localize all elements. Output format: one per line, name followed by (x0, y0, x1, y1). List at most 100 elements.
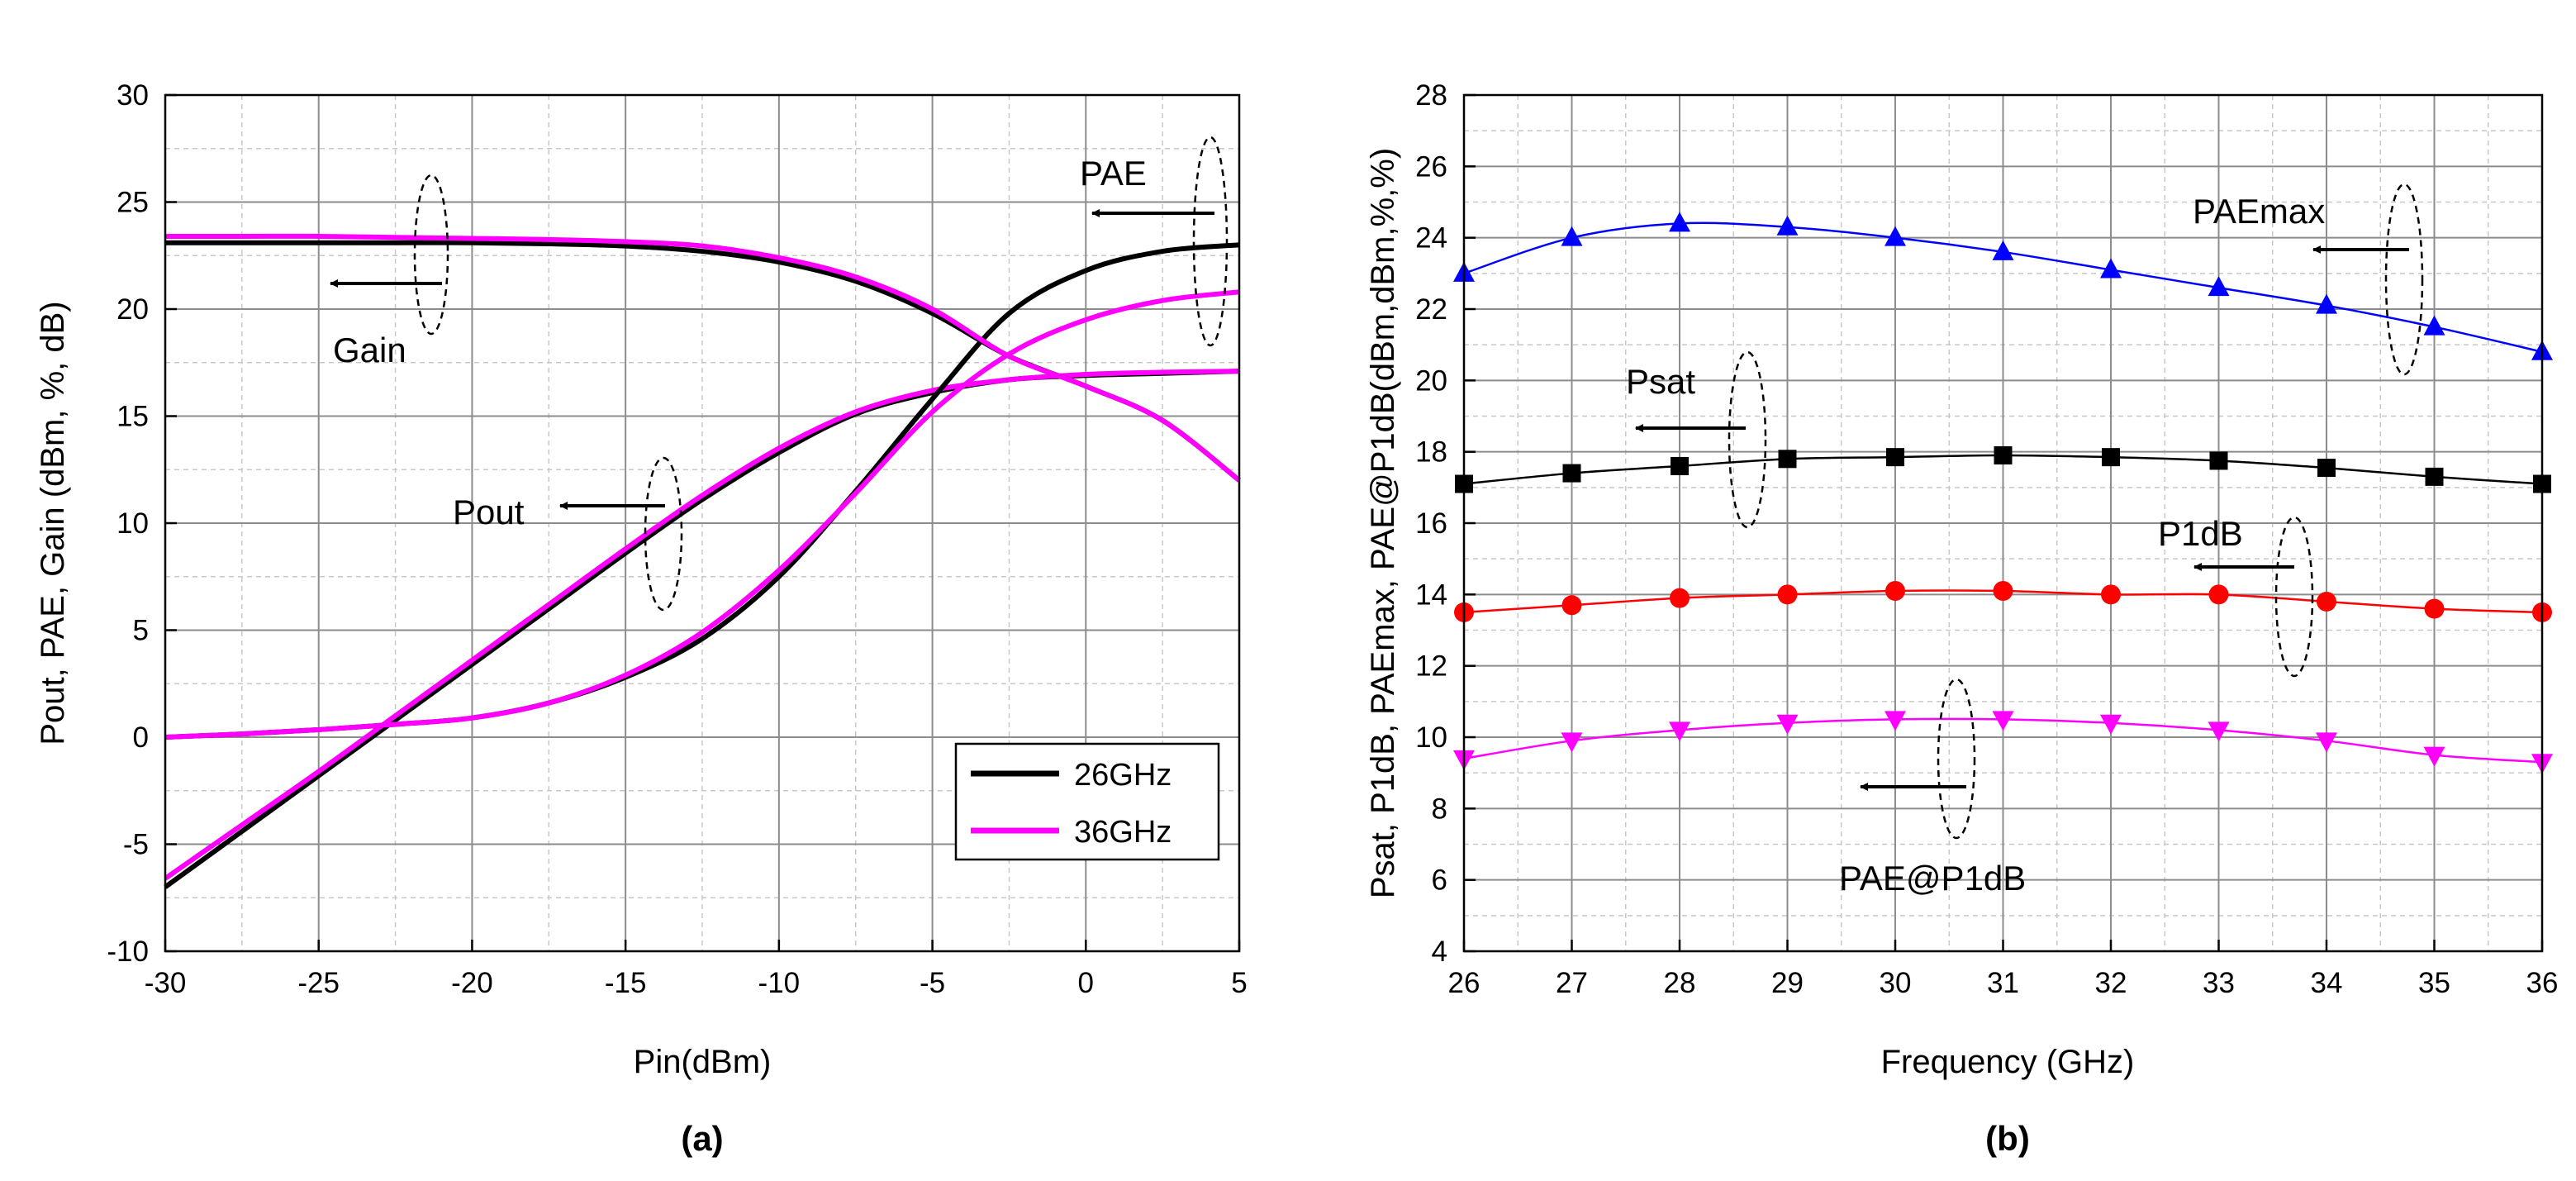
chart-a-y-tick-label: 10 (116, 507, 149, 540)
annotation-pout-ellipse (644, 456, 683, 612)
chart-b-border (1462, 93, 2544, 953)
chart-b-y-tick-label: 24 (1415, 222, 1447, 255)
chart-b-caption: (b) (1985, 1119, 2030, 1158)
chart-a-y-tick-label: -5 (123, 829, 149, 861)
legend-36ghz-label: 36GHz (1074, 815, 1172, 850)
series-pae-p1db-point (1561, 732, 1583, 753)
series-psat-point (2425, 467, 2444, 486)
series-paemax-point (2316, 293, 2337, 314)
chart-b-ylabel: Psat, P1dB, PAEmax, PAE@P1dB(dBm,dBm,%,%… (1365, 148, 1401, 898)
chart-a-x-tick-label: -5 (920, 967, 945, 999)
annotation-pae: PAE (1080, 136, 1229, 347)
chart-b-ticks: 26 27 28 29 30 31 32 33 34 35 36 4 6 8 10 12 14 16 18 20 22 2… (1415, 79, 2558, 999)
series-pout-36ghz-line (164, 369, 1240, 881)
series-p1db-point (1993, 581, 2013, 602)
chart-b-x-tick-label: 32 (2095, 967, 2127, 999)
annotation-psat-ellipse (1728, 350, 1767, 529)
annotation-pae-ellipse (1192, 136, 1229, 347)
annotation-paemax-ellipse (2384, 183, 2424, 376)
series-p1db-point (1561, 595, 1582, 616)
annotation-psat-label: Psat (1626, 362, 1695, 401)
series-pae-p1db-point (1776, 714, 1799, 735)
annotation-psat: Psat (1626, 350, 1767, 529)
chart-a-y-tick-label: 20 (116, 293, 149, 326)
series-p1db-point (2101, 584, 2121, 605)
series-pae-p1db-point (1884, 711, 1906, 731)
chart-b-x-tick-label: 28 (1664, 967, 1696, 999)
chart-b-y-tick-label: 6 (1432, 864, 1447, 897)
series-pae-p1db-point (2423, 746, 2445, 767)
series-p1db-point (1885, 581, 1905, 602)
series-psat-point (2209, 451, 2228, 470)
chart-a-ticks: -30 -25 -20 -15 -10 -5 0 5 -10 -5 0 5 10 15 20 25 30 (107, 79, 1247, 999)
series-psat-point (1671, 456, 1689, 475)
chart-b-x-tick-label: 35 (2418, 967, 2450, 999)
series-pae-p1db-point (2100, 714, 2122, 735)
annotation-p1db-ellipse (2274, 516, 2314, 678)
series-psat-point (1994, 445, 2013, 464)
chart-b-y-tick-label: 18 (1415, 436, 1447, 469)
chart-a-xlabel: Pin(dBm) (634, 1044, 772, 1080)
series-p1db-point (2208, 584, 2229, 605)
series-paemax-point (1561, 226, 1583, 246)
chart-a-y-tick-label: 25 (116, 187, 149, 219)
series-p1db-point (2424, 598, 2445, 619)
series-psat-point (1562, 464, 1581, 483)
chart-a-x-tick-label: -30 (145, 967, 187, 999)
chart-b-x-tick-label: 27 (1556, 967, 1588, 999)
series-paemax-point (1884, 226, 1906, 246)
series-paemax-point (2100, 258, 2122, 279)
chart-a-x-tick-label: 5 (1231, 967, 1247, 999)
annotation-pae-p1db-label: PAE@P1dB (1839, 859, 2026, 898)
chart-b-x-tick-label: 33 (2203, 967, 2235, 999)
series-psat-point (1886, 448, 1904, 467)
chart-b: 26 27 28 29 30 31 32 33 34 35 36 4 6 8 10 12 14 16 18 20 22 2… (1365, 79, 2558, 1158)
series-pae-p1db-point (2316, 732, 2337, 753)
chart-b-xlabel: Frequency (GHz) (1881, 1044, 2135, 1080)
chart-b-y-tick-label: 16 (1415, 507, 1447, 540)
annotation-pae-p1db-ellipse (1937, 678, 1976, 840)
chart-a-caption: (a) (681, 1119, 723, 1158)
chart-a-y-tick-label: 15 (116, 401, 149, 433)
series-psat-point (2102, 448, 2120, 467)
annotation-gain: Gain (330, 174, 449, 369)
chart-a-border (164, 93, 1241, 953)
chart-b-x-tick-label: 31 (1987, 967, 2019, 999)
series-gain-36ghz-line (164, 233, 1241, 483)
chart-a-y-tick-label: 5 (133, 615, 149, 647)
chart-b-x-tick-label: 29 (1771, 967, 1804, 999)
annotation-paemax: PAEmax (2193, 183, 2424, 376)
chart-b-y-tick-label: 28 (1415, 79, 1447, 112)
annotation-gain-ellipse (413, 174, 449, 336)
chart-a-y-tick-label: 0 (133, 721, 149, 754)
series-p1db-point (1777, 584, 1798, 605)
series-pae-p1db-point (2208, 721, 2230, 742)
series-pae-36ghz-line (164, 289, 1240, 740)
series-pae-p1db-point (1992, 711, 2014, 731)
series-paemax-point (2208, 276, 2230, 297)
chart-b-x-tick-label: 36 (2526, 967, 2559, 999)
legend-box (954, 742, 1220, 861)
chart-a: -30 -25 -20 -15 -10 -5 0 5 -10 -5 0 5 10 15 20 25 30 Gai… (35, 79, 1248, 1158)
annotation-pout: Pout (453, 456, 683, 612)
chart-a-legend: 26GHz 36GHz (954, 742, 1220, 861)
chart-b-y-tick-label: 12 (1415, 650, 1447, 683)
chart-a-x-tick-label: -15 (605, 967, 647, 999)
chart-b-x-tick-label: 34 (2311, 967, 2343, 999)
chart-b-y-tick-label: 8 (1432, 793, 1447, 825)
chart-b-y-tick-label: 10 (1415, 721, 1447, 754)
chart-b-y-tick-label: 14 (1415, 579, 1447, 611)
annotation-p1db: P1dB (2158, 514, 2314, 678)
chart-b-x-tick-label: 30 (1880, 967, 1912, 999)
annotation-pout-label: Pout (453, 493, 525, 531)
series-pae-p1db-point (1669, 721, 1690, 742)
chart-a-x-tick-label: -25 (297, 967, 340, 999)
chart-b-y-tick-label: 20 (1415, 364, 1447, 397)
annotation-p1db-label: P1dB (2158, 514, 2243, 553)
series-paemax-point (1776, 215, 1799, 236)
annotation-paemax-label: PAEmax (2193, 192, 2325, 231)
annotation-pae-label: PAE (1080, 154, 1147, 193)
chart-b-y-tick-label: 26 (1415, 150, 1447, 183)
chart-a-x-tick-label: 0 (1078, 967, 1094, 999)
series-p1db-point (2317, 591, 2336, 612)
